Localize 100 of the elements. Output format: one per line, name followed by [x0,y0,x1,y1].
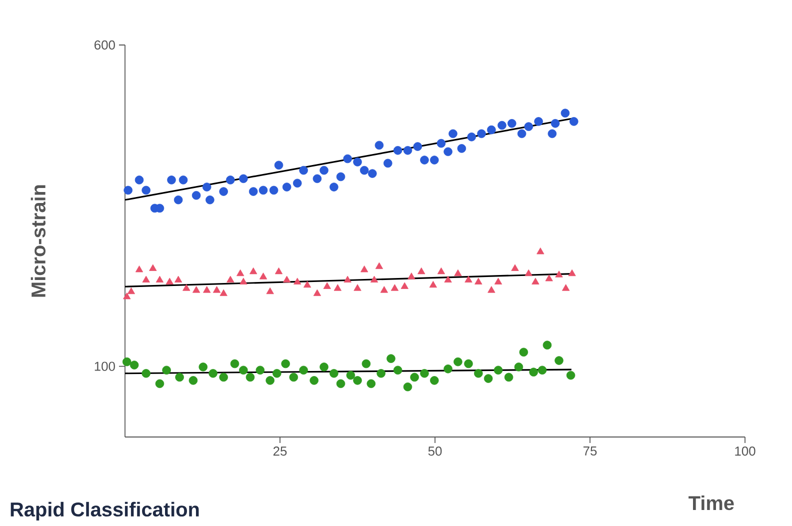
point [123,292,131,300]
point [529,368,538,376]
point [380,286,388,293]
point [289,372,298,382]
point [188,376,198,385]
point [274,267,283,274]
point [155,379,164,388]
point [320,362,328,372]
point [182,284,190,291]
point [178,176,188,184]
point [360,266,368,272]
point [330,368,338,378]
point [203,286,211,293]
point [192,286,200,293]
point [370,276,378,282]
point [240,278,248,284]
point [230,359,240,368]
point [454,357,462,366]
point [508,119,516,128]
point [413,142,422,151]
point [124,186,132,195]
point [444,147,452,156]
point [313,289,322,296]
point [310,376,318,385]
x-tick-label: 25 [273,446,287,456]
point [344,276,352,282]
point [403,382,412,392]
point [568,269,576,276]
point [266,287,274,294]
point [504,372,514,382]
point [484,374,493,383]
point [560,108,570,118]
point [272,368,282,378]
point [299,366,308,375]
point [408,272,416,280]
point [524,269,532,276]
point [436,138,446,148]
point [174,195,183,204]
x-tick-label: 75 [583,446,597,456]
point [282,182,292,192]
point [127,287,136,294]
point [292,178,302,188]
point [548,129,557,138]
x-tick-label: 50 [428,446,442,456]
point [514,362,524,372]
point [162,366,171,375]
point [362,359,371,368]
point [545,274,553,282]
point [312,174,322,184]
point [246,372,255,382]
point [375,262,384,269]
point [430,156,439,164]
point [122,357,132,366]
point [320,166,328,175]
point [346,370,356,380]
x-axis-title: Time [688,496,734,510]
point [570,117,578,126]
point [534,117,543,126]
point [142,368,150,378]
point [430,376,439,385]
point [266,376,274,385]
point [477,129,486,138]
point [336,379,346,388]
point [219,372,228,382]
point [366,379,376,388]
point [420,156,429,164]
point [519,348,528,357]
point [256,366,265,375]
point [550,119,560,128]
point [192,190,201,200]
point [336,172,346,182]
point [239,366,248,375]
point [536,248,544,254]
point [368,169,377,178]
point [467,132,476,142]
point [517,129,526,138]
point [393,366,402,375]
point [156,276,164,282]
point [474,368,483,378]
point [281,359,290,368]
point [236,269,244,276]
point [511,264,519,271]
point [393,146,402,155]
point [219,187,228,196]
point [555,270,563,278]
y-axis-title: Micro-strain [30,185,46,297]
point [374,140,384,150]
point [142,186,150,195]
point [135,266,144,272]
point [494,278,502,284]
point [354,284,362,291]
point [420,368,429,378]
point [498,120,506,130]
point [212,286,221,293]
point [444,276,452,282]
point [538,366,547,375]
point [353,376,362,385]
point [403,146,412,155]
point [206,195,214,204]
point [390,284,399,291]
